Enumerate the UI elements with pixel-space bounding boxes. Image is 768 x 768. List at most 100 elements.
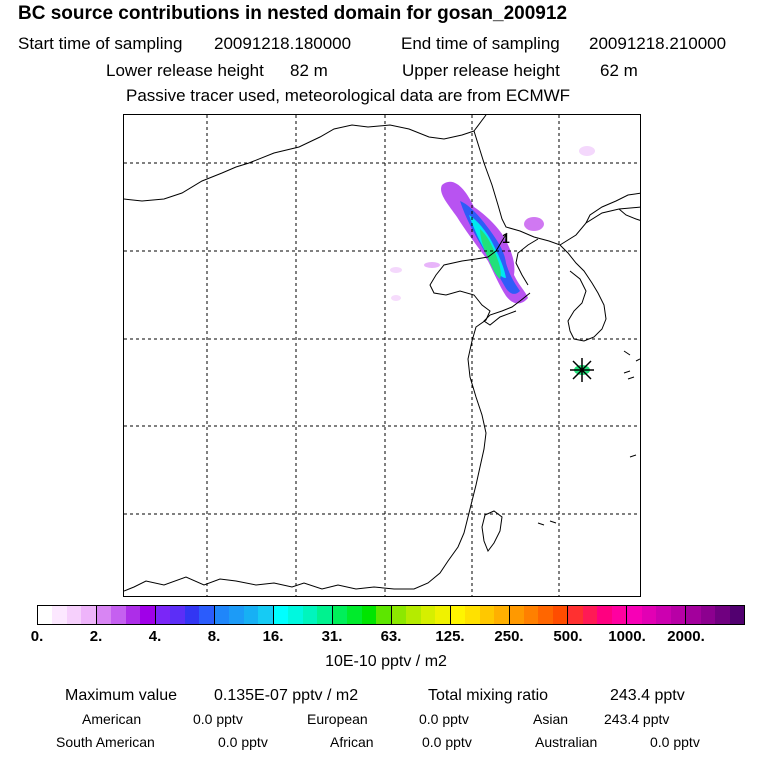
colorbar-tick-label: 31. (321, 628, 343, 645)
colorbar-segment (435, 606, 450, 624)
colorbar-segment (552, 606, 568, 624)
colorbar-segment (376, 606, 391, 624)
asterisk-icon (570, 358, 594, 382)
start-time-value: 20091218.180000 (214, 34, 352, 53)
colorbar-segment (288, 606, 303, 624)
colorbar-segment (390, 606, 407, 624)
plot-title: BC source contributions in nested domain… (18, 3, 568, 24)
colorbar (37, 605, 745, 625)
start-time-label: Start time of sampling (18, 34, 183, 53)
upper-release-value: 62 m (600, 61, 638, 80)
colorbar-segment (229, 606, 244, 624)
colorbar-segment (420, 606, 436, 624)
colorbar-tick-label: 2000. (667, 628, 705, 645)
colorbar-segment (361, 606, 377, 624)
colorbar-segment (715, 606, 730, 624)
colorbar-segment (347, 606, 362, 624)
colorbar-tick-label: 250. (494, 628, 524, 645)
plume-green (480, 229, 501, 279)
colorbar-segment (641, 606, 657, 624)
map-canvas: 1 (124, 115, 640, 596)
total-mixing-label: Total mixing ratio (428, 687, 549, 704)
colorbar-segment (582, 606, 598, 624)
colorbar-segment (38, 606, 53, 624)
colorbar-unit: 10E-10 pptv / m2 (325, 653, 447, 670)
colorbar-segment (95, 606, 112, 624)
colorbar-segment (670, 606, 686, 624)
max-value: 0.135E-07 pptv / m2 (214, 687, 359, 704)
colorbar-segment (538, 606, 553, 624)
australian-value: 0.0 pptv (650, 734, 700, 750)
colorbar-tick-label: 8. (207, 628, 221, 645)
lower-release-label: Lower release height (106, 61, 264, 80)
colorbar-segment (729, 606, 745, 624)
colorbar-segment (272, 606, 289, 624)
end-time-value: 20091218.210000 (589, 34, 727, 53)
colorbar-segment (700, 606, 716, 624)
asian-label: Asian (533, 711, 569, 727)
colorbar-segment (243, 606, 259, 624)
colorbar-segment (81, 606, 96, 624)
plume-blob-far-w (390, 267, 402, 273)
colorbar-segment (111, 606, 126, 624)
colorbar-tick-label: 16. (262, 628, 284, 645)
colorbar-segment (154, 606, 171, 624)
plume-blob-ne (524, 217, 544, 231)
colorbar-segment (656, 606, 671, 624)
colorbar-segment (465, 606, 480, 624)
australian-label: Australian (535, 734, 598, 750)
colorbar-segment (258, 606, 273, 624)
colorbar-segment (170, 606, 185, 624)
release-point-label: 1 (502, 230, 510, 246)
max-value-label: Maximum value (65, 687, 178, 704)
colorbar-segment (449, 606, 466, 624)
european-label: European (307, 711, 368, 727)
colorbar-segment (184, 606, 200, 624)
american-label: American (82, 711, 142, 727)
colorbar-tick-label: 2. (89, 628, 103, 645)
colorbar-segment (567, 606, 583, 624)
european-value: 0.0 pptv (419, 711, 469, 727)
colorbar-tick-label: 0. (30, 628, 44, 645)
plume-field (390, 146, 595, 304)
colorbar-segment (140, 606, 155, 624)
colorbar-segment (331, 606, 348, 624)
coastlines (124, 115, 640, 592)
plume-blob-top (579, 146, 595, 156)
plume-blob-sw (391, 295, 401, 301)
total-mixing-value: 243.4 pptv (610, 687, 685, 704)
map-panel: 1 (123, 114, 641, 597)
colorbar-segment (611, 606, 627, 624)
colorbar-segment (66, 606, 82, 624)
african-label: African (330, 734, 374, 750)
colorbar-tick-label: 63. (380, 628, 402, 645)
colorbar-segment (317, 606, 332, 624)
colorbar-segment (213, 606, 230, 624)
lat-lon-grid (124, 115, 640, 596)
colorbar-segment (494, 606, 509, 624)
end-time-label: End time of sampling (401, 34, 560, 53)
upper-release-label: Upper release height (402, 61, 560, 80)
colorbar-segment (302, 606, 318, 624)
colorbar-segment (626, 606, 642, 624)
colorbar-segment (406, 606, 421, 624)
colorbar-segment (125, 606, 141, 624)
south-american-value: 0.0 pptv (218, 734, 268, 750)
colorbar-segment (597, 606, 612, 624)
american-value: 0.0 pptv (193, 711, 243, 727)
african-value: 0.0 pptv (422, 734, 472, 750)
colorbar-tick-label: 4. (148, 628, 162, 645)
colorbar-tick-label: 1000. (608, 628, 646, 645)
lower-release-value: 82 m (290, 61, 328, 80)
colorbar-segment (523, 606, 539, 624)
asian-value: 243.4 pptv (604, 711, 670, 727)
colorbar-segment (199, 606, 214, 624)
plume-blob-w (424, 262, 440, 268)
colorbar-tick-label: 125. (435, 628, 465, 645)
south-american-label: South American (56, 734, 155, 750)
info-line: Passive tracer used, meteorological data… (126, 86, 571, 105)
colorbar-segment (685, 606, 701, 624)
colorbar-tick-label: 500. (553, 628, 583, 645)
colorbar-segment (479, 606, 495, 624)
colorbar-segment (508, 606, 524, 624)
